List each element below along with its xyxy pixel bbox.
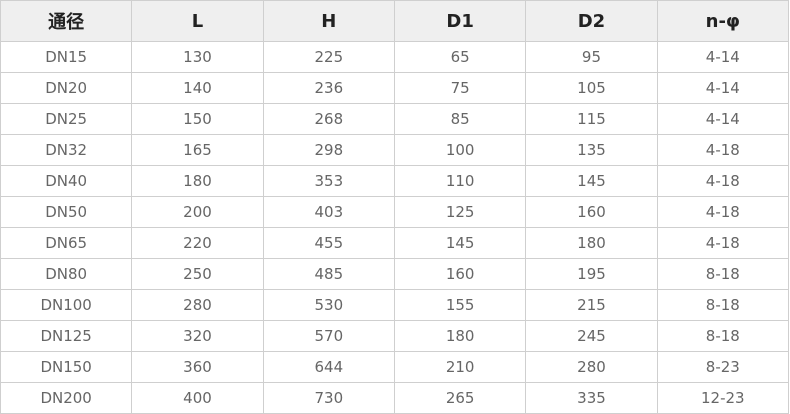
cell-diameter: DN80 (0, 258, 133, 290)
cell-n-phi: 8-18 (656, 289, 790, 321)
cell-diameter: DN20 (0, 72, 133, 104)
header-l: L (131, 0, 264, 42)
cell-n-phi: 4-18 (656, 196, 790, 228)
table-row: DN100 280 530 155 215 8-18 (0, 289, 790, 321)
cell-h: 455 (262, 227, 395, 259)
header-n-phi: n-φ (656, 0, 790, 42)
cell-h: 236 (262, 72, 395, 104)
header-d1: D1 (393, 0, 527, 42)
cell-diameter: DN150 (0, 351, 133, 383)
cell-l: 140 (131, 72, 264, 104)
cell-d2: 280 (525, 351, 658, 383)
cell-l: 320 (131, 320, 264, 352)
cell-diameter: DN100 (0, 289, 133, 321)
cell-d2: 145 (525, 165, 658, 197)
table-row: DN65 220 455 145 180 4-18 (0, 227, 790, 259)
cell-d1: 265 (393, 382, 527, 414)
table-row: DN20 140 236 75 105 4-14 (0, 72, 790, 104)
cell-diameter: DN200 (0, 382, 133, 414)
cell-d2: 335 (525, 382, 658, 414)
cell-n-phi: 8-23 (656, 351, 790, 383)
cell-h: 530 (262, 289, 395, 321)
cell-h: 403 (262, 196, 395, 228)
cell-h: 570 (262, 320, 395, 352)
cell-d1: 210 (393, 351, 527, 383)
cell-d1: 160 (393, 258, 527, 290)
cell-n-phi: 4-14 (656, 103, 790, 135)
cell-l: 400 (131, 382, 264, 414)
table-row: DN125 320 570 180 245 8-18 (0, 320, 790, 352)
table-row: DN80 250 485 160 195 8-18 (0, 258, 790, 290)
cell-n-phi: 12-23 (656, 382, 790, 414)
cell-l: 150 (131, 103, 264, 135)
cell-diameter: DN25 (0, 103, 133, 135)
cell-n-phi: 4-18 (656, 165, 790, 197)
header-d2: D2 (525, 0, 658, 42)
table-body: DN15 130 225 65 95 4-14 DN20 140 236 75 105 4-14 DN2… (0, 41, 790, 414)
cell-d2: 115 (525, 103, 658, 135)
cell-n-phi: 8-18 (656, 258, 790, 290)
cell-diameter: DN32 (0, 134, 133, 166)
cell-h: 225 (262, 41, 395, 73)
cell-l: 200 (131, 196, 264, 228)
cell-n-phi: 4-18 (656, 227, 790, 259)
cell-d2: 245 (525, 320, 658, 352)
cell-d2: 195 (525, 258, 658, 290)
cell-d1: 125 (393, 196, 527, 228)
cell-l: 165 (131, 134, 264, 166)
table-row: DN50 200 403 125 160 4-18 (0, 196, 790, 228)
cell-n-phi: 4-18 (656, 134, 790, 166)
cell-n-phi: 4-14 (656, 41, 790, 73)
cell-d2: 135 (525, 134, 658, 166)
table-row: DN32 165 298 100 135 4-18 (0, 134, 790, 166)
cell-l: 130 (131, 41, 264, 73)
cell-diameter: DN40 (0, 165, 133, 197)
cell-h: 298 (262, 134, 395, 166)
cell-diameter: DN15 (0, 41, 133, 73)
cell-l: 360 (131, 351, 264, 383)
table-row: DN200 400 730 265 335 12-23 (0, 382, 790, 414)
cell-l: 220 (131, 227, 264, 259)
table-row: DN40 180 353 110 145 4-18 (0, 165, 790, 197)
table-row: DN15 130 225 65 95 4-14 (0, 41, 790, 73)
cell-diameter: DN50 (0, 196, 133, 228)
cell-d1: 145 (393, 227, 527, 259)
cell-h: 644 (262, 351, 395, 383)
header-h: H (262, 0, 395, 42)
cell-h: 353 (262, 165, 395, 197)
cell-d2: 215 (525, 289, 658, 321)
cell-n-phi: 8-18 (656, 320, 790, 352)
cell-n-phi: 4-14 (656, 72, 790, 104)
cell-l: 280 (131, 289, 264, 321)
cell-d1: 85 (393, 103, 527, 135)
cell-d2: 95 (525, 41, 658, 73)
cell-d2: 180 (525, 227, 658, 259)
cell-d2: 160 (525, 196, 658, 228)
cell-diameter: DN65 (0, 227, 133, 259)
header-row: 通径 L H D1 D2 n-φ (0, 0, 790, 42)
cell-d1: 65 (393, 41, 527, 73)
cell-l: 250 (131, 258, 264, 290)
table-row: DN25 150 268 85 115 4-14 (0, 103, 790, 135)
cell-d1: 75 (393, 72, 527, 104)
cell-d1: 155 (393, 289, 527, 321)
cell-h: 485 (262, 258, 395, 290)
cell-d2: 105 (525, 72, 658, 104)
header-diameter: 通径 (0, 0, 133, 42)
cell-d1: 180 (393, 320, 527, 352)
cell-diameter: DN125 (0, 320, 133, 352)
cell-d1: 100 (393, 134, 527, 166)
cell-h: 730 (262, 382, 395, 414)
cell-h: 268 (262, 103, 395, 135)
table-row: DN150 360 644 210 280 8-23 (0, 351, 790, 383)
cell-l: 180 (131, 165, 264, 197)
cell-d1: 110 (393, 165, 527, 197)
